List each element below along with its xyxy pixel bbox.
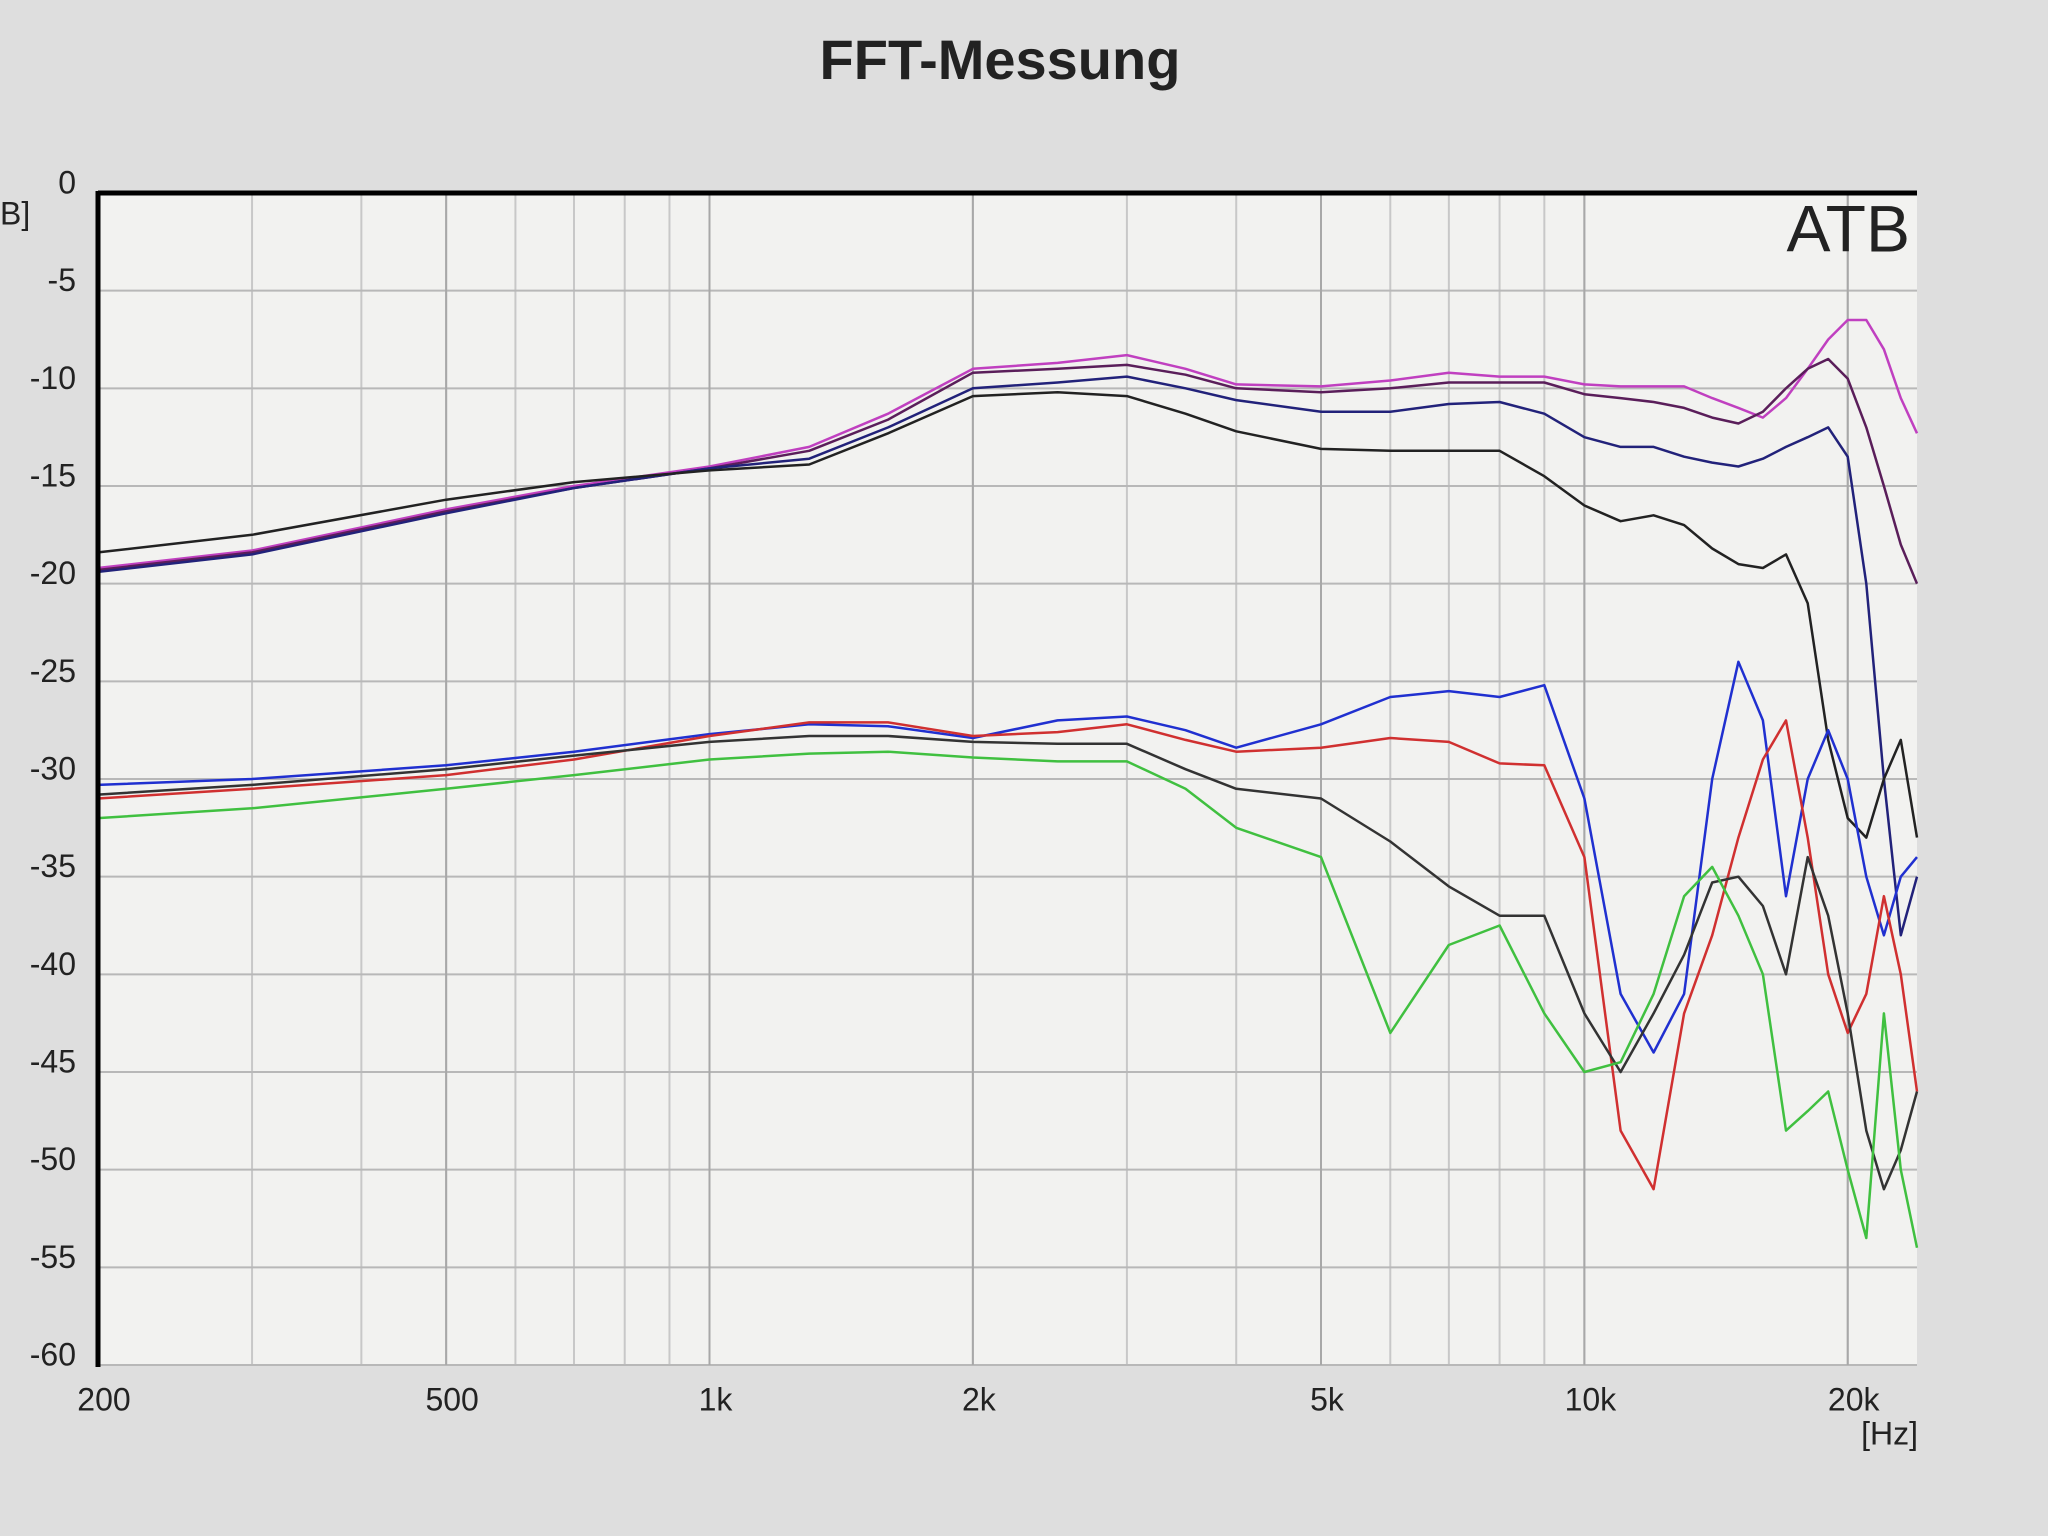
series-line [97, 375, 1919, 937]
x-tick-label: 1k [699, 1381, 734, 1417]
y-tick-label: -10 [30, 360, 76, 396]
x-tick-label: 5k [1310, 1381, 1345, 1417]
annotation: ATB [1787, 191, 1910, 265]
chart-title: FFT-Messung [820, 28, 1181, 91]
y-tick-label: -20 [30, 555, 76, 591]
y-tick-label: -15 [30, 457, 76, 493]
y-tick-label: 0 [58, 164, 76, 200]
series-line [97, 660, 1918, 1054]
series-line [97, 734, 1919, 1191]
x-tick-label: 20k [1828, 1381, 1881, 1417]
x-tick-label: 200 [77, 1381, 130, 1417]
x-axis-label: [Hz] [1861, 1415, 1918, 1451]
y-tick-label: -30 [30, 750, 76, 786]
series-line [97, 357, 1919, 585]
y-tick-label: -50 [30, 1141, 76, 1177]
series-line [97, 390, 1919, 839]
series-line [97, 318, 1919, 570]
y-tick-label: -45 [30, 1043, 76, 1079]
series-line [97, 750, 1919, 1249]
x-tick-label: 2k [962, 1381, 997, 1417]
lines [97, 318, 1919, 1249]
series-line [97, 719, 1919, 1191]
y-tick-label: -55 [30, 1239, 76, 1275]
y-tick-label: -40 [30, 946, 76, 982]
y-axis-label: B] [0, 195, 30, 231]
x-tick-label: 500 [425, 1381, 478, 1417]
y-tick-label: -25 [30, 653, 76, 689]
x-tick-label: 10k [1565, 1381, 1618, 1417]
y-tick-label: -35 [30, 848, 76, 884]
y-tick-label: -60 [30, 1336, 76, 1372]
y-tick-label: -5 [48, 262, 76, 298]
